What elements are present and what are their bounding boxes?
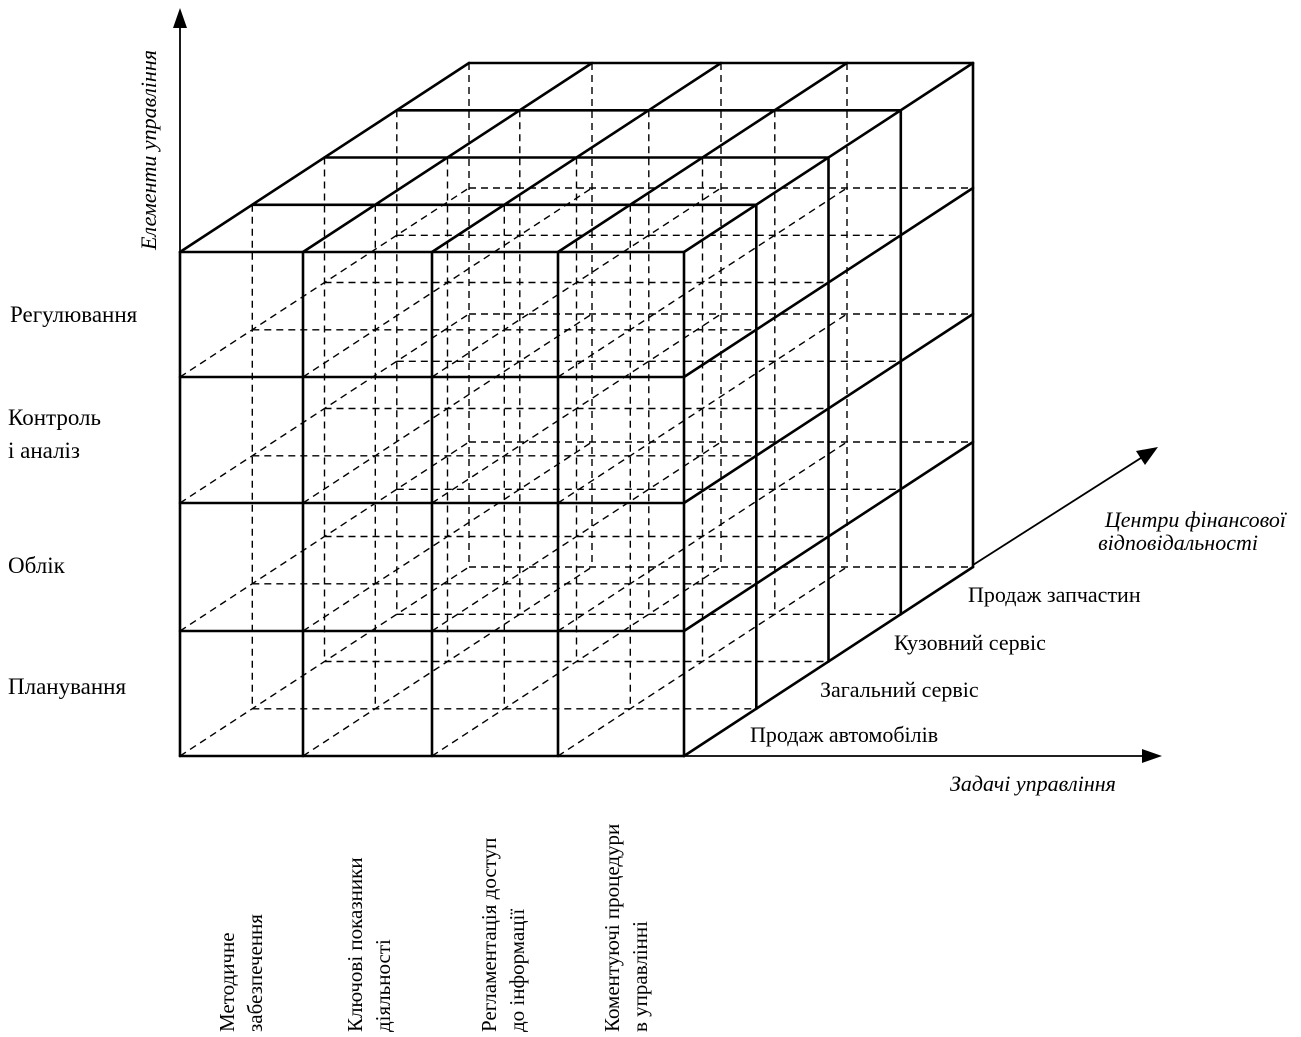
hidden-edge [179, 566, 470, 757]
center-label-body-service: Кузовний сервіс [894, 630, 1046, 655]
responsibility-center-labels: Продаж автомобілів Загальний сервіс Кузо… [750, 582, 1141, 747]
hidden-edge [179, 187, 470, 378]
row-label-planning: Планування [8, 674, 126, 699]
hidden-edge [431, 441, 722, 632]
visible-cube-edges [178, 61, 975, 758]
hidden-edge [431, 187, 722, 378]
hidden-edge [431, 566, 722, 757]
task-label-methodical-line1: Методичне [215, 932, 239, 1032]
cube-edge [682, 312, 975, 505]
cube-edge [178, 61, 471, 254]
vertical-axis-title: Елементи управління [136, 50, 161, 251]
hidden-edge [302, 441, 593, 632]
hidden-grid-lines [179, 63, 973, 757]
hidden-edge [179, 313, 470, 504]
task-label-kpi-line2: діяльності [371, 939, 395, 1032]
cube-edge [301, 61, 594, 254]
task-label-methodical-line2: забезпечення [243, 914, 267, 1032]
task-label-access-line1: Регламентація доступ [477, 838, 501, 1032]
depth-axis-arrowhead [1136, 447, 1158, 465]
hidden-edge [302, 566, 593, 757]
center-label-general-service: Загальний сервіс [820, 677, 979, 702]
hidden-edge [557, 566, 848, 757]
cube-edge [682, 186, 975, 379]
hidden-edge [302, 313, 593, 504]
hidden-edge [557, 313, 848, 504]
row-label-control-line2: і аналіз [8, 438, 80, 463]
hidden-edge [557, 441, 848, 632]
hidden-edge [557, 187, 848, 378]
task-label-procedures-line1: Коментуючі процедури [600, 824, 624, 1032]
hidden-edge [302, 187, 593, 378]
horizontal-axis-arrowhead [1142, 749, 1162, 763]
row-label-regulation: Регулювання [10, 302, 138, 327]
task-label-kpi-line1: Ключові показники [343, 857, 367, 1032]
task-label-procedures-line2: в управлінні [628, 921, 652, 1032]
center-label-car-sales: Продаж автомобілів [750, 722, 938, 747]
cube-edge [430, 61, 723, 254]
hidden-edge [179, 441, 470, 632]
depth-axis-title-line1: Центри фінансової [1104, 507, 1288, 532]
cube-edge [682, 565, 975, 758]
row-label-accounting: Облік [8, 553, 66, 578]
management-element-labels: Регулювання Контроль і аналіз Облік План… [8, 302, 138, 699]
cube-edge [682, 61, 975, 254]
horizontal-axis-title: Задачі управління [950, 771, 1116, 796]
row-label-control-line1: Контроль [8, 405, 101, 430]
cube-edge [556, 61, 849, 254]
axes [173, 8, 1162, 763]
center-label-parts-sales: Продаж запчастин [968, 582, 1141, 607]
hidden-edge [431, 313, 722, 504]
vertical-axis-arrowhead [173, 8, 187, 28]
management-task-labels: Методичне забезпечення Ключові показники… [215, 824, 652, 1032]
depth-axis [972, 455, 1145, 566]
depth-axis-title-line2: відповідальності [1098, 530, 1258, 555]
task-label-access-line2: до інформації [505, 909, 529, 1032]
cube-edge [682, 440, 975, 633]
